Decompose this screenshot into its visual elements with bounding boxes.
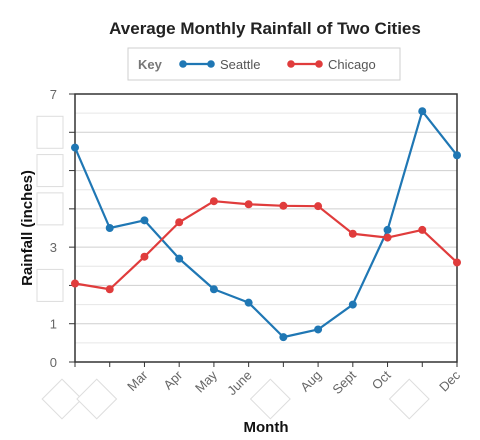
y-tick-label-placeholder — [36, 268, 64, 302]
y-tick-label: 0 — [50, 355, 57, 370]
x-tick-label: Aug — [297, 368, 324, 395]
series-line-chicago — [74, 200, 458, 291]
data-point-chicago — [314, 202, 323, 211]
y-axis-title: Rainfall (inches) — [19, 170, 36, 286]
data-point-seattle — [244, 298, 253, 307]
chart-title: Average Monthly Rainfall of Two Cities — [109, 19, 421, 38]
data-point-seattle — [418, 107, 427, 116]
x-tick-label-placeholder — [41, 378, 83, 420]
data-point-seattle — [279, 333, 288, 342]
legend-key-label: Key — [138, 57, 163, 72]
plot-frame — [74, 93, 458, 363]
legend-label-chicago: Chicago — [328, 57, 376, 72]
data-point-chicago — [175, 218, 184, 227]
legend-swatch-point — [179, 60, 187, 68]
legend-swatch-point — [287, 60, 295, 68]
data-point-chicago — [244, 200, 253, 209]
y-tick-label: 3 — [50, 240, 57, 255]
legend-box — [127, 47, 401, 81]
y-tick-label-placeholder — [36, 154, 64, 188]
x-tick-label-placeholder — [76, 378, 118, 420]
data-point-seattle — [383, 225, 392, 234]
plot-grid — [75, 112, 457, 344]
data-point-chicago — [453, 258, 461, 267]
x-tick-label: Mar — [124, 367, 151, 394]
data-point-chicago — [348, 229, 357, 238]
data-point-chicago — [418, 225, 427, 234]
data-point-seattle — [348, 300, 357, 309]
data-point-chicago — [383, 233, 392, 242]
x-tick-label: Apr — [160, 367, 185, 392]
y-axis-ticks: 0 1 3 7 — [36, 87, 75, 370]
data-point-seattle — [209, 285, 218, 294]
x-axis-title: Month — [244, 419, 289, 436]
legend-swatch-point — [207, 60, 215, 68]
legend-label-seattle: Seattle — [220, 57, 260, 72]
y-tick-label: 7 — [50, 87, 57, 102]
x-axis-ticks: Mar Apr May June Aug Sept Oct Dec — [41, 362, 463, 420]
data-point-seattle — [140, 216, 149, 225]
data-point-seattle — [105, 224, 114, 232]
data-point-chicago — [105, 285, 114, 294]
legend-items: Seattle Chicago — [179, 57, 376, 72]
x-tick-label-placeholder — [249, 378, 291, 420]
x-tick-label: Oct — [369, 367, 394, 392]
y-tick-label-placeholder — [36, 115, 64, 149]
y-tick-label-placeholder — [36, 192, 64, 226]
data-point-seattle — [453, 151, 461, 160]
x-tick-label: Sept — [329, 367, 359, 397]
series-layer — [71, 107, 461, 342]
x-tick-label: Dec — [436, 367, 463, 394]
legend-swatch-point — [315, 60, 323, 68]
x-tick-label: May — [192, 367, 220, 395]
data-point-chicago — [279, 201, 288, 210]
x-tick-label-placeholder — [388, 378, 430, 420]
data-point-chicago — [209, 197, 218, 206]
data-point-chicago — [140, 252, 149, 261]
data-point-chicago — [71, 279, 79, 288]
data-point-seattle — [314, 325, 323, 334]
legend: Key Seattle Chicago — [127, 47, 401, 81]
data-point-seattle — [71, 143, 79, 152]
data-point-seattle — [175, 254, 184, 263]
y-tick-label: 1 — [50, 317, 57, 332]
series-line-seattle — [73, 110, 458, 339]
x-tick-label: June — [224, 368, 255, 399]
